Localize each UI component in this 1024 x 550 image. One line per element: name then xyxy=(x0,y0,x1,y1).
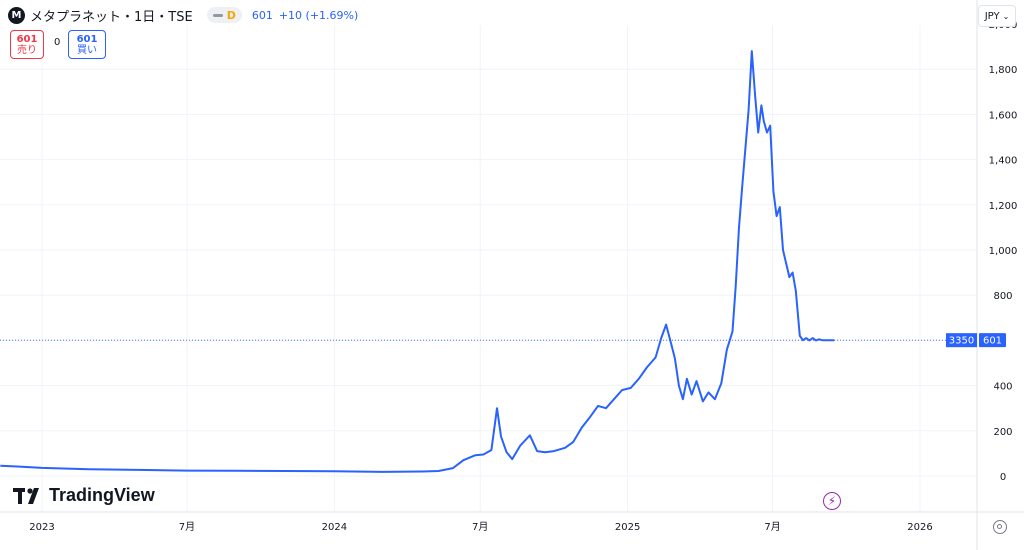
last-price-value: 601 xyxy=(251,8,273,22)
x-tick-label: 7月 xyxy=(764,521,780,533)
x-tick-label: 7月 xyxy=(179,521,195,533)
price-change: +10 (+1.69%) xyxy=(278,8,359,22)
x-tick-label: 7月 xyxy=(472,521,488,533)
last-price-tag: 601 xyxy=(983,336,1002,347)
sell-button[interactable]: 601 売り xyxy=(10,30,44,59)
last-price-tag-bg xyxy=(979,333,1006,348)
chevron-down-icon: ⌄ xyxy=(1002,11,1010,21)
y-tick-label: 1,000 xyxy=(989,246,1018,257)
buy-price: 601 xyxy=(76,33,98,45)
flash-icon[interactable]: ⚡ xyxy=(823,492,841,510)
y-tick-label: 1,800 xyxy=(989,65,1018,76)
chart-header: M メタプラネット・1日・TSE D 601 +10 (+1.69%) xyxy=(8,5,364,25)
delay-badge: D xyxy=(226,8,236,22)
buy-label: 買い xyxy=(77,44,97,56)
y-tick-label: 1,400 xyxy=(989,156,1018,167)
market-status-pill[interactable]: D xyxy=(206,7,242,23)
x-tick-label: 2026 xyxy=(907,522,932,533)
symbol-logo[interactable]: M xyxy=(8,6,25,24)
gear-icon[interactable] xyxy=(993,520,1007,534)
x-tick-label: 2025 xyxy=(615,522,640,533)
x-tick-label: 2023 xyxy=(29,522,54,533)
y-tick-label: 400 xyxy=(993,382,1012,393)
x-tick-label: 2024 xyxy=(322,522,347,533)
tradingview-logo[interactable]: TradingView xyxy=(13,485,155,506)
brand-name: TradingView xyxy=(49,485,155,505)
buy-button[interactable]: 601 買い xyxy=(68,30,106,59)
currency-selector[interactable]: JPY ⌄ xyxy=(978,5,1016,27)
y-tick-label: 1,600 xyxy=(989,110,1018,121)
y-tick-label: 0 xyxy=(1000,472,1006,483)
market-dash-icon xyxy=(212,13,223,17)
price-info: 601 +10 (+1.69%) xyxy=(252,9,364,22)
countdown-tag: 3350 xyxy=(949,336,974,347)
symbol-title[interactable]: メタプラネット・1日・TSE xyxy=(30,9,193,25)
y-tick-label: 1,200 xyxy=(989,201,1018,212)
price-series-line xyxy=(0,50,835,473)
y-tick-label: 800 xyxy=(993,291,1012,302)
tradingview-mark-icon xyxy=(13,487,39,504)
countdown-tag-bg xyxy=(946,333,977,348)
sell-price: 601 xyxy=(16,33,38,45)
sell-label: 売り xyxy=(17,44,37,56)
currency-label: JPY xyxy=(984,10,1000,22)
y-tick-label: 200 xyxy=(993,427,1012,438)
spread-value: 0 xyxy=(54,37,61,48)
